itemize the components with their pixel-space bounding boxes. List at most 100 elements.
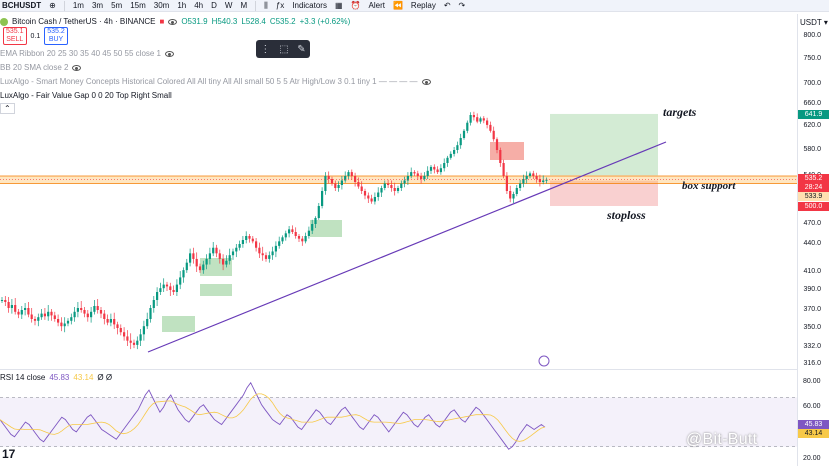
candle-body bbox=[149, 308, 152, 319]
timeframe-1h[interactable]: 1h bbox=[177, 1, 187, 10]
rsi-tick-60: 60.00 bbox=[803, 403, 821, 410]
candle-body bbox=[113, 319, 116, 325]
candle-body bbox=[390, 185, 393, 188]
candle-body bbox=[119, 328, 122, 333]
candle-body bbox=[146, 319, 149, 327]
undo-icon[interactable]: ↶ bbox=[443, 1, 451, 10]
pane-divider[interactable] bbox=[0, 369, 797, 370]
currency-selector[interactable]: USDT ▾ bbox=[800, 18, 828, 27]
timeframe-3m[interactable]: 3m bbox=[91, 1, 104, 10]
drag-handle-icon[interactable]: ⋮ bbox=[260, 43, 271, 55]
replay-button[interactable]: Replay bbox=[410, 1, 436, 10]
box-support-annotation[interactable]: box support bbox=[682, 180, 736, 192]
price-chart[interactable] bbox=[0, 14, 797, 466]
fair-value-gap-box bbox=[200, 258, 232, 276]
price-axis[interactable]: 800.0750.0700.0660.0620.0580.0540.0500.0… bbox=[797, 14, 829, 466]
targets-annotation[interactable]: targets bbox=[663, 105, 697, 119]
fair-value-gap-box bbox=[162, 316, 195, 332]
alert-button[interactable]: Alert bbox=[368, 1, 385, 10]
indicator-bollinger[interactable]: BB 20 SMA close 2 bbox=[0, 62, 431, 73]
candle-body bbox=[83, 310, 86, 314]
eye-icon[interactable] bbox=[421, 78, 431, 85]
candle-body bbox=[492, 130, 495, 140]
candle-body bbox=[241, 240, 244, 244]
candle-body bbox=[126, 336, 129, 341]
redo-icon[interactable]: ↷ bbox=[458, 1, 466, 10]
low-value: L528.4 bbox=[241, 17, 266, 26]
chevron-up-icon[interactable]: ⌃ bbox=[0, 103, 15, 114]
indicator-ema-ribbon[interactable]: EMA Ribbon 20 25 30 35 40 45 50 55 close… bbox=[0, 48, 431, 59]
candle-body bbox=[469, 115, 472, 123]
rsi-band bbox=[0, 397, 797, 447]
brush-tool-icon[interactable]: ✎ bbox=[297, 43, 306, 55]
layout-icon[interactable]: ▦ bbox=[334, 1, 343, 10]
replay-icon[interactable]: ⏪ bbox=[392, 1, 403, 10]
timeframe-1m[interactable]: 1m bbox=[72, 1, 84, 10]
timeframe-d[interactable]: D bbox=[211, 1, 217, 10]
rectangle-tool-icon[interactable]: ⬚ bbox=[279, 43, 289, 55]
candle-body bbox=[456, 145, 459, 150]
rsi-pane bbox=[0, 381, 797, 450]
symbol-search[interactable]: BCHUSDT bbox=[2, 1, 42, 10]
candle-body bbox=[43, 313, 46, 317]
chart-type-icon[interactable]: ⫼ bbox=[264, 0, 268, 10]
candle-body bbox=[413, 172, 416, 174]
author-watermark: @Bit-Butt bbox=[686, 431, 758, 448]
candle-body bbox=[195, 258, 198, 267]
candle-body bbox=[152, 300, 155, 308]
indicators-icon[interactable]: ƒx bbox=[275, 1, 285, 10]
candle-body bbox=[93, 306, 96, 312]
candle-body bbox=[139, 334, 142, 341]
candle-body bbox=[172, 290, 175, 292]
indicator-fvg[interactable]: LuxAlgo - Fair Value Gap 0 0 20 Top Righ… bbox=[0, 90, 431, 101]
candle-body bbox=[255, 241, 258, 248]
symbol-title: Bitcoin Cash / TetherUS · 4h · BINANCE bbox=[12, 17, 156, 26]
candle-body bbox=[512, 194, 515, 199]
eye-icon[interactable] bbox=[168, 18, 178, 25]
timeframe-30m[interactable]: 30m bbox=[153, 1, 170, 10]
candle-body bbox=[288, 229, 291, 234]
heart-icon[interactable]: ■ bbox=[159, 17, 165, 26]
top-toolbar: BCHUSDT ⊕ 1m 3m 5m 15m 30m 1h 4h D W M ⫼… bbox=[0, 0, 829, 12]
eye-icon[interactable] bbox=[165, 50, 175, 57]
buy-button[interactable]: 535.2 BUY bbox=[44, 27, 68, 45]
candle-body bbox=[486, 120, 489, 125]
candle-body bbox=[73, 311, 76, 318]
timeframe-4h[interactable]: 4h bbox=[194, 1, 204, 10]
candle-body bbox=[10, 305, 13, 308]
candle-body bbox=[238, 244, 241, 248]
candle-body bbox=[367, 195, 370, 199]
toolbar-divider bbox=[255, 0, 257, 11]
candle-body bbox=[449, 153, 452, 158]
indicators-button[interactable]: Indicators bbox=[292, 1, 327, 10]
timeframe-w[interactable]: W bbox=[224, 1, 233, 10]
sell-button[interactable]: 535.1 SELL bbox=[3, 27, 27, 45]
candle-body bbox=[462, 130, 466, 138]
stoploss-zone bbox=[550, 180, 658, 206]
candle-body bbox=[245, 236, 248, 240]
candle-body bbox=[86, 313, 89, 318]
change-value: +3.3 (+0.62%) bbox=[299, 17, 351, 26]
indicator-smc[interactable]: LuxAlgo - Smart Money Concepts Historica… bbox=[0, 76, 431, 87]
timeframe-15m[interactable]: 15m bbox=[130, 1, 146, 10]
candle-body bbox=[90, 311, 93, 318]
add-symbol-icon[interactable]: ⊕ bbox=[49, 1, 56, 10]
candle-body bbox=[80, 308, 83, 310]
eye-icon[interactable] bbox=[72, 64, 82, 71]
stoploss-annotation[interactable]: stoploss bbox=[607, 208, 646, 222]
quantity-value[interactable]: 0.1 bbox=[30, 32, 41, 40]
indicator-smc-label: LuxAlgo - Smart Money Concepts Historica… bbox=[0, 77, 418, 86]
tradingview-logo[interactable]: 17 bbox=[2, 447, 16, 461]
rsi-line bbox=[0, 381, 546, 450]
candle-body bbox=[377, 192, 380, 197]
candle-body bbox=[4, 300, 7, 302]
candle-body bbox=[410, 172, 413, 176]
timeframe-5m[interactable]: 5m bbox=[111, 1, 123, 10]
candle-body bbox=[360, 186, 363, 191]
collapse-legend-button[interactable]: ⌃ bbox=[0, 103, 431, 114]
candle-body bbox=[218, 253, 221, 259]
alert-icon[interactable]: ⏰ bbox=[350, 1, 361, 10]
candle-body bbox=[103, 313, 106, 319]
support-band bbox=[0, 176, 797, 184]
timeframe-m[interactable]: M bbox=[240, 1, 248, 10]
